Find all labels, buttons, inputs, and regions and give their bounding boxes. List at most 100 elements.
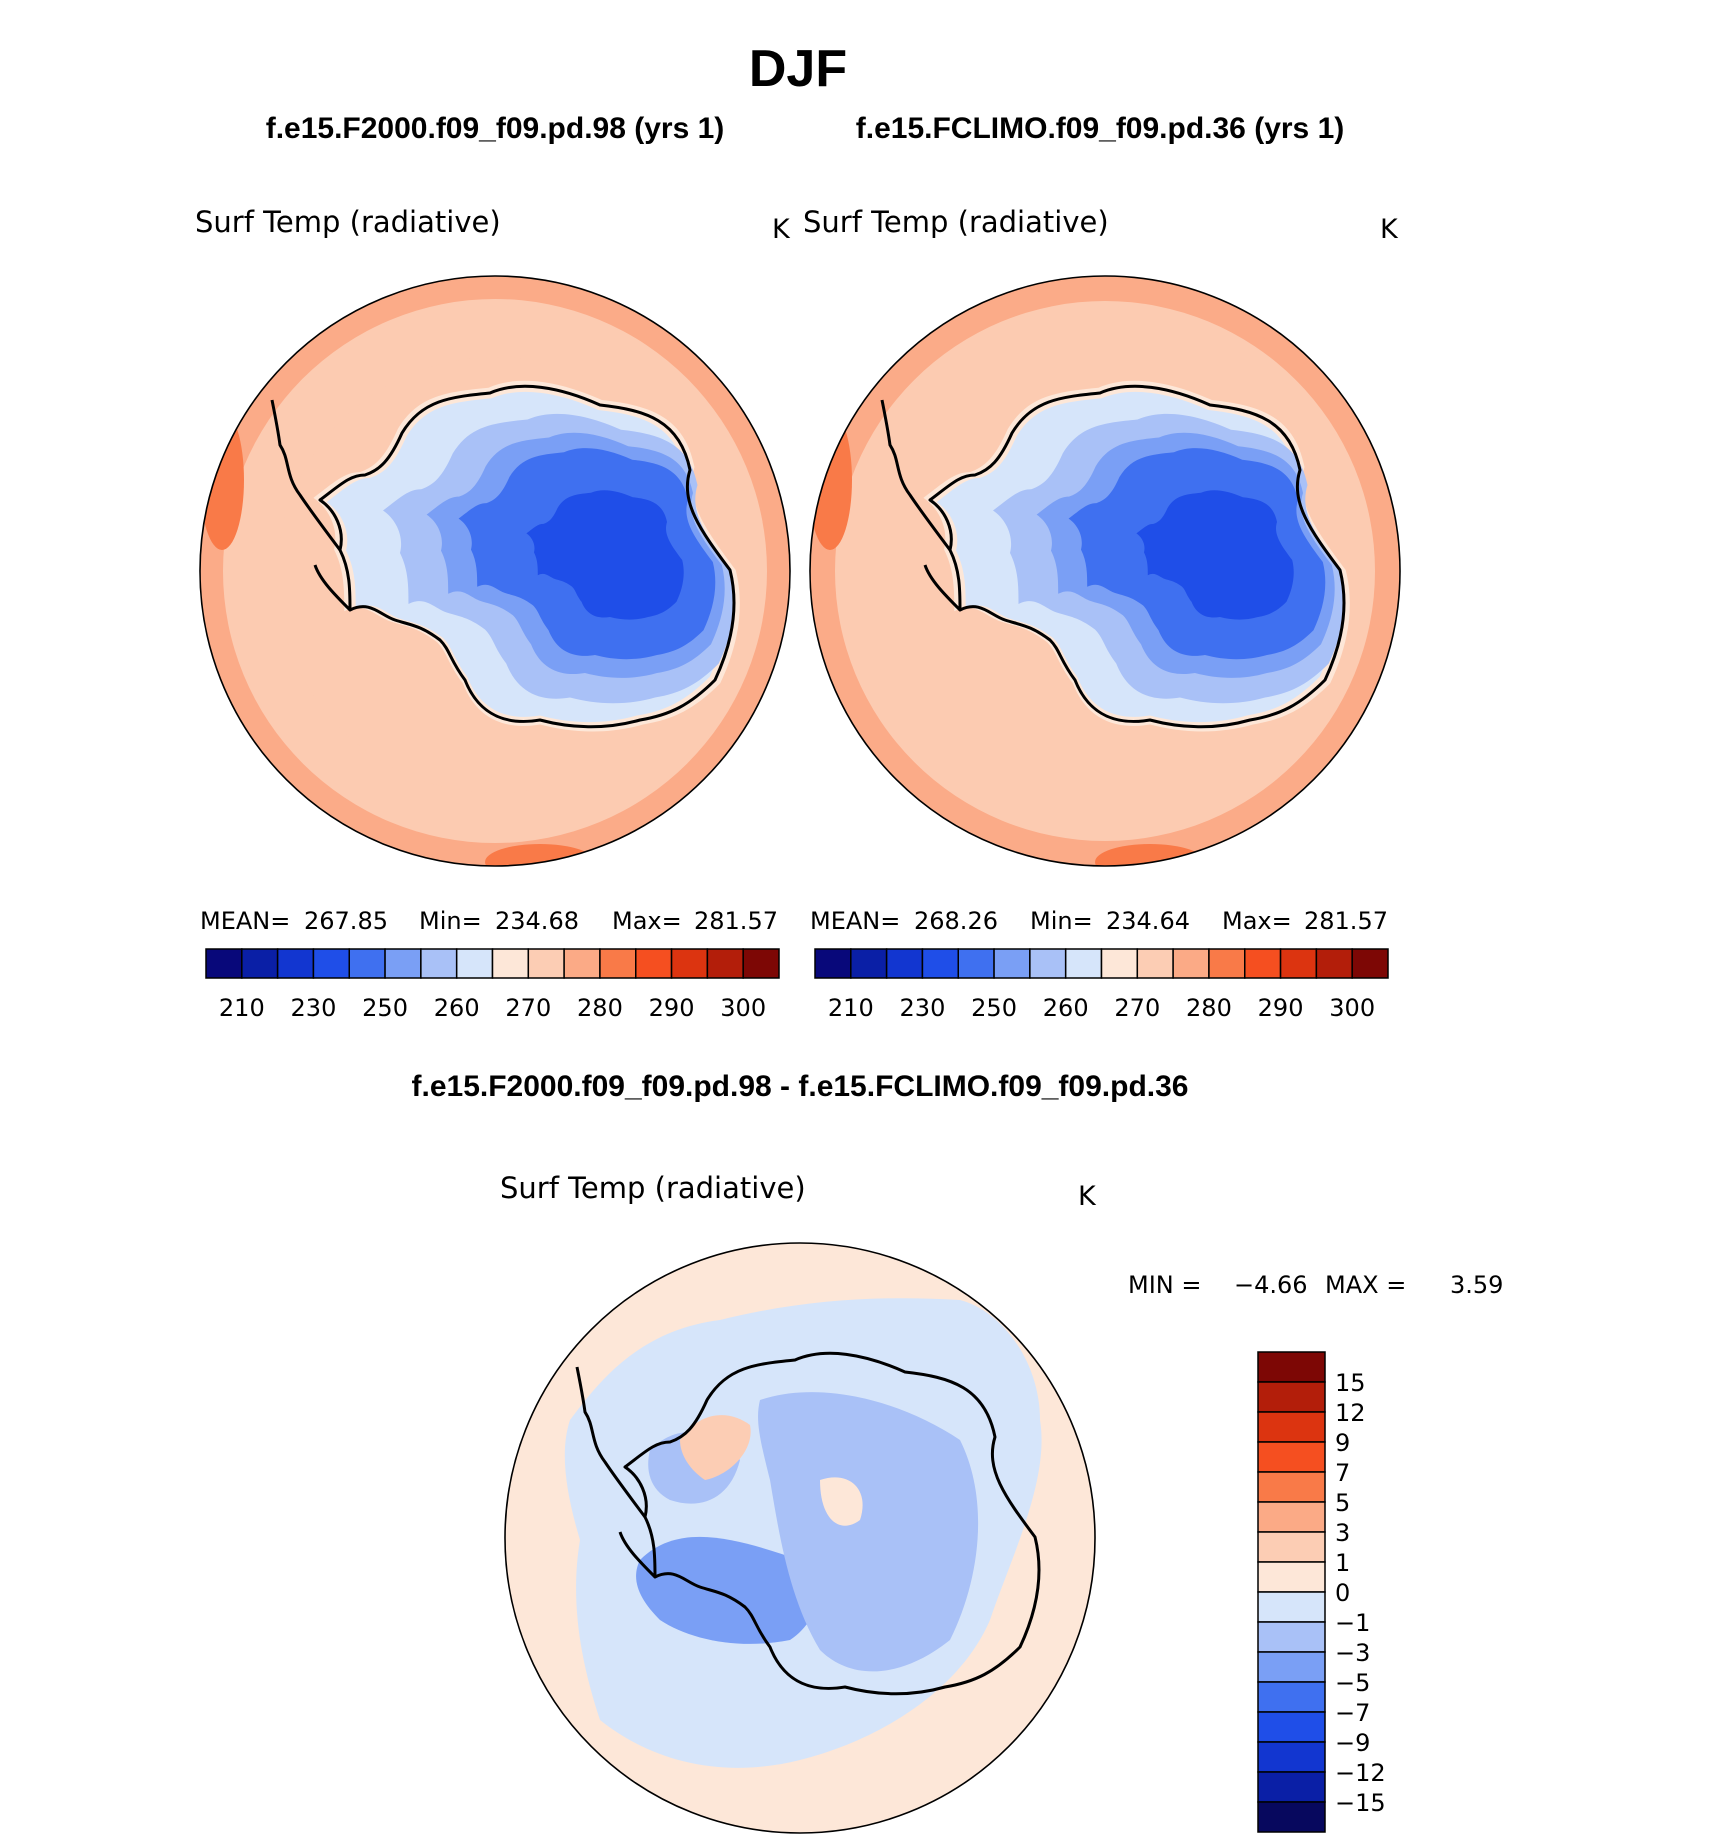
right-colorbar <box>814 948 1389 979</box>
left-min-value: 234.68 <box>495 907 579 935</box>
colorbar-box <box>1208 948 1246 979</box>
right-mean-label: MEAN= <box>810 907 900 935</box>
right-case-title: f.e15.FCLIMO.f09_f09.pd.36 (yrs 1) <box>856 112 1345 145</box>
colorbar-box <box>1244 948 1282 979</box>
colorbar-box <box>1257 1501 1326 1533</box>
colorbar-box <box>241 948 279 979</box>
colorbar-tick-label: 250 <box>362 994 408 1022</box>
difference-colorbar <box>1257 1351 1326 1833</box>
colorbar-box <box>1257 1681 1326 1713</box>
colorbar-box <box>1257 1771 1326 1803</box>
right-max-value: 281.57 <box>1304 907 1388 935</box>
left-colorbar-ticks: 210 230 250 260 270 280 290 300 <box>219 994 766 1022</box>
left-map-boundary <box>199 275 791 867</box>
colorbar-box <box>742 948 780 979</box>
colorbar-box <box>850 948 888 979</box>
colorbar-box <box>384 948 422 979</box>
colorbar-tick-label: −3 <box>1335 1639 1370 1667</box>
left-units-label: K <box>772 214 791 245</box>
colorbar-tick-label: 9 <box>1335 1429 1350 1457</box>
colorbar-box <box>1257 1561 1326 1593</box>
right-stats: MEAN= 268.26 Min= 234.64 Max= 281.57 <box>810 907 1388 935</box>
colorbar-tick-label: 270 <box>505 994 551 1022</box>
colorbar-box <box>563 948 601 979</box>
left-max-value: 281.57 <box>694 907 778 935</box>
difference-variable-label: Surf Temp (radiative) <box>500 1171 806 1205</box>
colorbar-tick-label: 260 <box>434 994 480 1022</box>
colorbar-box <box>1257 1441 1326 1473</box>
difference-panel: f.e15.F2000.f09_f09.pd.98 - f.e15.FCLIMO… <box>412 1070 1503 1834</box>
colorbar-tick-label: 0 <box>1335 1579 1350 1607</box>
difference-polar-map <box>505 1243 1095 1833</box>
colorbar-box <box>455 948 494 979</box>
difference-max-value: 3.59 <box>1450 1271 1503 1299</box>
colorbar-tick-label: −7 <box>1335 1699 1370 1727</box>
left-stats: MEAN= 267.85 Min= 234.68 Max= 281.57 <box>200 907 778 935</box>
colorbar-tick-label: 300 <box>720 994 766 1022</box>
colorbar-box <box>1257 1351 1326 1383</box>
left-colorbar <box>205 948 780 979</box>
colorbar-box <box>921 948 959 979</box>
colorbar-box <box>1279 948 1318 979</box>
colorbar-box <box>276 948 315 979</box>
colorbar-box <box>814 948 852 979</box>
right-map-boundary <box>809 275 1401 867</box>
colorbar-box <box>1257 1741 1326 1773</box>
left-mean-label: MEAN= <box>200 907 290 935</box>
colorbar-box <box>1257 1411 1326 1443</box>
right-max-label: Max= <box>1222 907 1292 935</box>
right-mean-value: 268.26 <box>914 907 998 935</box>
colorbar-box <box>1029 948 1067 979</box>
colorbar-box <box>1315 948 1353 979</box>
colorbar-tick-label: 290 <box>1258 994 1304 1022</box>
colorbar-tick-label: 260 <box>1043 994 1089 1022</box>
colorbar-box <box>420 948 458 979</box>
difference-units-label: K <box>1078 1181 1097 1212</box>
colorbar-tick-label: −12 <box>1335 1759 1386 1787</box>
colorbar-box <box>1257 1591 1326 1623</box>
left-panel: f.e15.F2000.f09_f09.pd.98 (yrs 1) Surf T… <box>195 112 791 1022</box>
colorbar-tick-label: 290 <box>649 994 695 1022</box>
colorbar-tick-label: 230 <box>900 994 946 1022</box>
difference-title: f.e15.F2000.f09_f09.pd.98 - f.e15.FCLIMO… <box>412 1070 1189 1103</box>
right-min-value: 234.64 <box>1106 907 1190 935</box>
colorbar-tick-label: 300 <box>1329 994 1375 1022</box>
colorbar-tick-label: 12 <box>1335 1399 1366 1427</box>
colorbar-box <box>527 948 565 979</box>
colorbar-box <box>599 948 637 979</box>
colorbar-box <box>205 948 243 979</box>
colorbar-box <box>885 948 924 979</box>
difference-min-label: MIN = <box>1128 1271 1201 1299</box>
colorbar-tick-label: 250 <box>971 994 1017 1022</box>
right-min-label: Min= <box>1030 907 1093 935</box>
colorbar-tick-label: 210 <box>219 994 265 1022</box>
colorbar-box <box>1257 1381 1326 1413</box>
colorbar-box <box>706 948 744 979</box>
colorbar-tick-label: 210 <box>828 994 874 1022</box>
left-mean-value: 267.85 <box>304 907 388 935</box>
difference-max-label: MAX = <box>1325 1271 1406 1299</box>
colorbar-box <box>1257 1801 1326 1833</box>
colorbar-tick-label: 15 <box>1335 1369 1366 1397</box>
figure-title: DJF <box>749 40 847 98</box>
left-max-label: Max= <box>612 907 682 935</box>
colorbar-tick-label: 230 <box>291 994 337 1022</box>
difference-min-value: −4.66 <box>1234 1271 1308 1299</box>
colorbar-tick-label: 270 <box>1114 994 1160 1022</box>
colorbar-box <box>670 948 709 979</box>
colorbar-tick-label: −15 <box>1335 1789 1386 1817</box>
colorbar-tick-label: −1 <box>1335 1609 1370 1637</box>
colorbar-box <box>957 948 995 979</box>
colorbar-tick-label: 280 <box>577 994 623 1022</box>
left-min-label: Min= <box>419 907 482 935</box>
right-variable-label: Surf Temp (radiative) <box>803 205 1109 239</box>
colorbar-box <box>491 948 530 979</box>
colorbar-box <box>1100 948 1139 979</box>
left-variable-label: Surf Temp (radiative) <box>195 205 501 239</box>
colorbar-tick-label: −5 <box>1335 1669 1370 1697</box>
colorbar-tick-label: 1 <box>1335 1549 1350 1577</box>
colorbar-tick-label: 7 <box>1335 1459 1350 1487</box>
colorbar-box <box>1257 1621 1326 1653</box>
